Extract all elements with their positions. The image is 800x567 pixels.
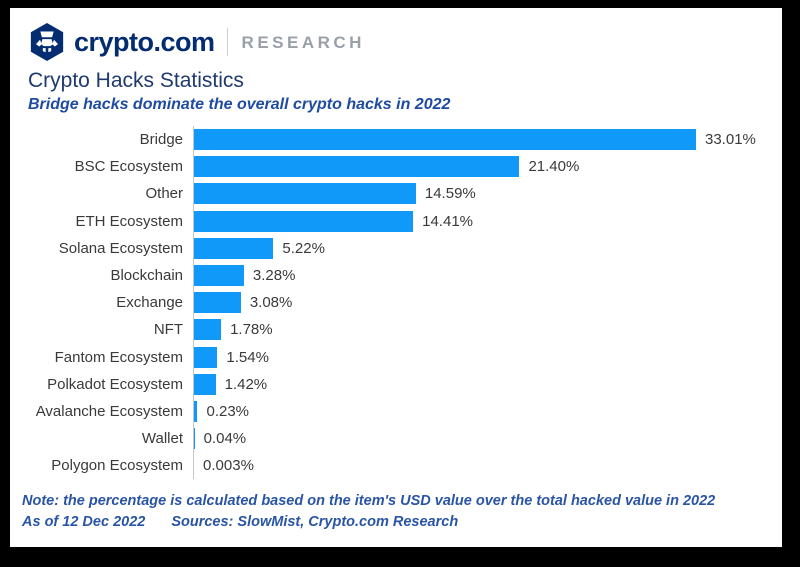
- value-label: 21.40%: [528, 158, 580, 176]
- bar: [194, 183, 416, 205]
- brand-wordmark: crypto.com: [74, 26, 215, 57]
- bar: [194, 292, 241, 314]
- footer-notes: Note: the percentage is calculated based…: [22, 491, 782, 533]
- category-label: NFT: [153, 321, 183, 339]
- bar-zone: 1.78%: [193, 316, 782, 344]
- bar-row: Wallet 0.04%: [10, 425, 782, 453]
- bar-row: NFT 1.78%: [10, 316, 782, 344]
- category-label: Wallet: [141, 430, 183, 448]
- bar-row: ETH Ecosystem 14.41%: [10, 207, 782, 235]
- value-label: 0.04%: [203, 430, 247, 448]
- category-label: BSC Ecosystem: [74, 158, 183, 176]
- bar-row: Polkadot Ecosystem 1.42%: [10, 370, 782, 398]
- bar-zone: 5.22%: [193, 234, 782, 262]
- value-label: 1.78%: [230, 321, 273, 339]
- bar-zone: 1.54%: [193, 343, 782, 371]
- bar: [194, 129, 696, 151]
- category-label: Avalanche Ecosystem: [35, 402, 183, 420]
- value-label: 1.54%: [226, 348, 269, 366]
- bar-zone: 1.42%: [193, 370, 782, 398]
- bar-row: Fantom Ecosystem 1.54%: [10, 343, 782, 371]
- bar-row: Bridge 33.01%: [10, 126, 782, 154]
- bar-zone: 14.41%: [193, 207, 782, 235]
- bar-row: Avalanche Ecosystem 0.23%: [10, 397, 782, 426]
- value-label: 1.42%: [224, 375, 268, 393]
- bar-zone: 21.40%: [193, 153, 782, 181]
- value-label: 0.23%: [206, 402, 250, 420]
- category-label: Other: [145, 185, 183, 203]
- bar: [194, 373, 216, 395]
- value-label: 3.08%: [249, 294, 293, 312]
- category-label: Polkadot Ecosystem: [47, 375, 183, 393]
- report-card: crypto.com RESEARCH Crypto Hacks Statist…: [10, 8, 782, 547]
- page-title: Crypto Hacks Statistics: [28, 69, 244, 92]
- note-text: Note: the percentage is calculated based…: [22, 493, 716, 510]
- category-label: ETH Ecosystem: [75, 212, 183, 230]
- bar-row: Blockchain 3.28%: [10, 261, 782, 290]
- bar-zone: 0.04%: [193, 425, 782, 453]
- bar: [194, 346, 218, 368]
- bar: [194, 265, 244, 287]
- category-label: Bridge: [139, 131, 183, 149]
- bar-zone: 3.28%: [193, 261, 782, 290]
- category-label: Fantom Ecosystem: [54, 348, 183, 366]
- value-label: 14.41%: [422, 212, 473, 230]
- value-label: 33.01%: [705, 131, 756, 149]
- meta-line: As of 12 Dec 2022 Sources: SlowMist, Cryp…: [22, 512, 782, 533]
- bar-zone: 33.01%: [193, 126, 782, 154]
- bar: [194, 400, 198, 422]
- value-label: 14.59%: [424, 185, 476, 203]
- brand-header: crypto.com RESEARCH: [28, 22, 782, 62]
- bar-zone: 0.003%: [193, 452, 782, 480]
- bar-row: Exchange 3.08%: [10, 289, 782, 317]
- header-divider: [226, 28, 228, 56]
- bar-zone: 0.23%: [193, 397, 782, 426]
- category-label: Exchange: [116, 294, 183, 312]
- category-label: Polygon Ecosystem: [51, 457, 183, 475]
- bar-zone: 14.59%: [193, 180, 782, 208]
- crypto-com-logo-icon: [30, 23, 64, 61]
- as-of-text: As of 12 Dec 2022: [22, 514, 146, 531]
- bar: [194, 428, 195, 450]
- bar-row: Solana Ecosystem 5.22%: [10, 234, 782, 262]
- page-subtitle: Bridge hacks dominate the overall crypto…: [28, 96, 451, 113]
- bar-chart: Bridge 33.01% BSC Ecosystem 21.40% Other 14.5…: [10, 126, 782, 480]
- bar: [194, 156, 520, 178]
- value-label: 0.003%: [203, 457, 254, 475]
- bar: [194, 237, 274, 259]
- research-label: RESEARCH: [241, 33, 365, 52]
- value-label: 5.22%: [282, 239, 325, 257]
- bar: [194, 319, 222, 341]
- bar-zone: 3.08%: [193, 289, 782, 317]
- value-label: 3.28%: [252, 267, 296, 285]
- sources-text: Sources: SlowMist, Crypto.com Research: [171, 514, 459, 531]
- category-label: Solana Ecosystem: [58, 239, 183, 257]
- bar-row: Polygon Ecosystem 0.003%: [10, 452, 782, 480]
- bar-row: Other 14.59%: [10, 180, 782, 208]
- category-label: Blockchain: [110, 267, 183, 285]
- bar-row: BSC Ecosystem 21.40%: [10, 153, 782, 181]
- bar: [194, 210, 414, 232]
